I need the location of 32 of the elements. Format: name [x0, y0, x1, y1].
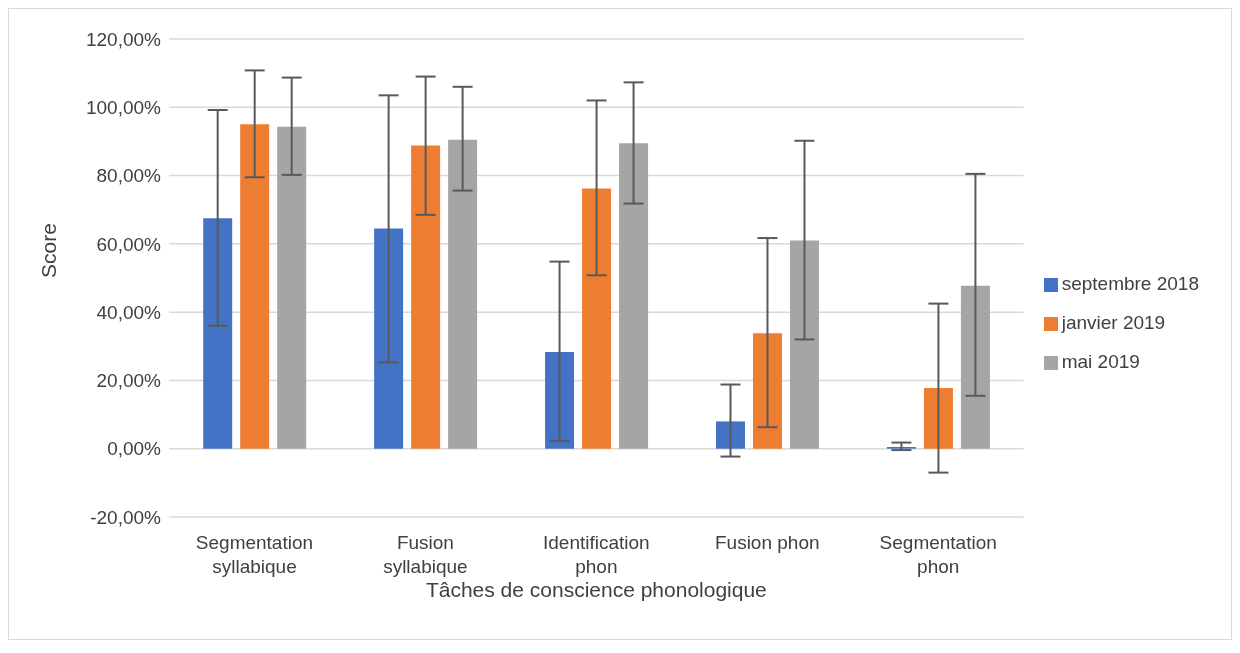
x-tick-label: Fusion syllabique: [383, 532, 468, 577]
bar: [752, 333, 782, 449]
bar: [619, 143, 649, 449]
x-tick-label: Fusion phon: [714, 532, 820, 553]
bar: [715, 421, 745, 449]
bar: [277, 126, 307, 449]
x-tick-label: Identification phon: [542, 532, 650, 577]
y-axis-title: Score: [37, 223, 61, 278]
x-axis-title: Tâches de conscience phonologique: [425, 578, 767, 601]
x-tick-label: Segmentation phon: [879, 532, 997, 577]
bar: [789, 240, 819, 449]
y-tick-label: 120,00%: [85, 28, 162, 50]
bar: [240, 124, 270, 449]
x-tick-label: Segmentation syllabique: [195, 532, 314, 577]
y-tick-label: 100,00%: [85, 97, 162, 119]
bar: [411, 145, 441, 449]
bar: [582, 188, 612, 449]
y-tick-label: 60,00%: [96, 233, 162, 255]
bar: [960, 285, 990, 449]
bar: [545, 352, 575, 449]
legend-label: septembre 2018: [1061, 272, 1199, 294]
bar: [923, 387, 953, 449]
y-tick-label: 20,00%: [96, 370, 162, 392]
bar: [203, 218, 233, 449]
y-tick-label: 80,00%: [96, 165, 162, 187]
legend-label: mai 2019: [1061, 350, 1140, 372]
y-tick-label: -20,00%: [90, 506, 162, 528]
bar: [374, 228, 404, 449]
bar: [448, 139, 478, 449]
legend-label: janvier 2019: [1061, 311, 1166, 333]
y-tick-label: 40,00%: [96, 301, 162, 323]
y-tick-label: 0,00%: [107, 438, 162, 460]
